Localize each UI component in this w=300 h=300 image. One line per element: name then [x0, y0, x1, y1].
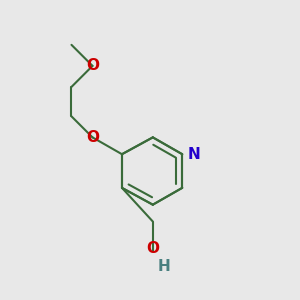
Text: O: O	[146, 241, 159, 256]
Text: O: O	[86, 58, 99, 74]
Text: H: H	[158, 259, 170, 274]
Text: N: N	[188, 147, 200, 162]
Text: O: O	[86, 130, 99, 145]
